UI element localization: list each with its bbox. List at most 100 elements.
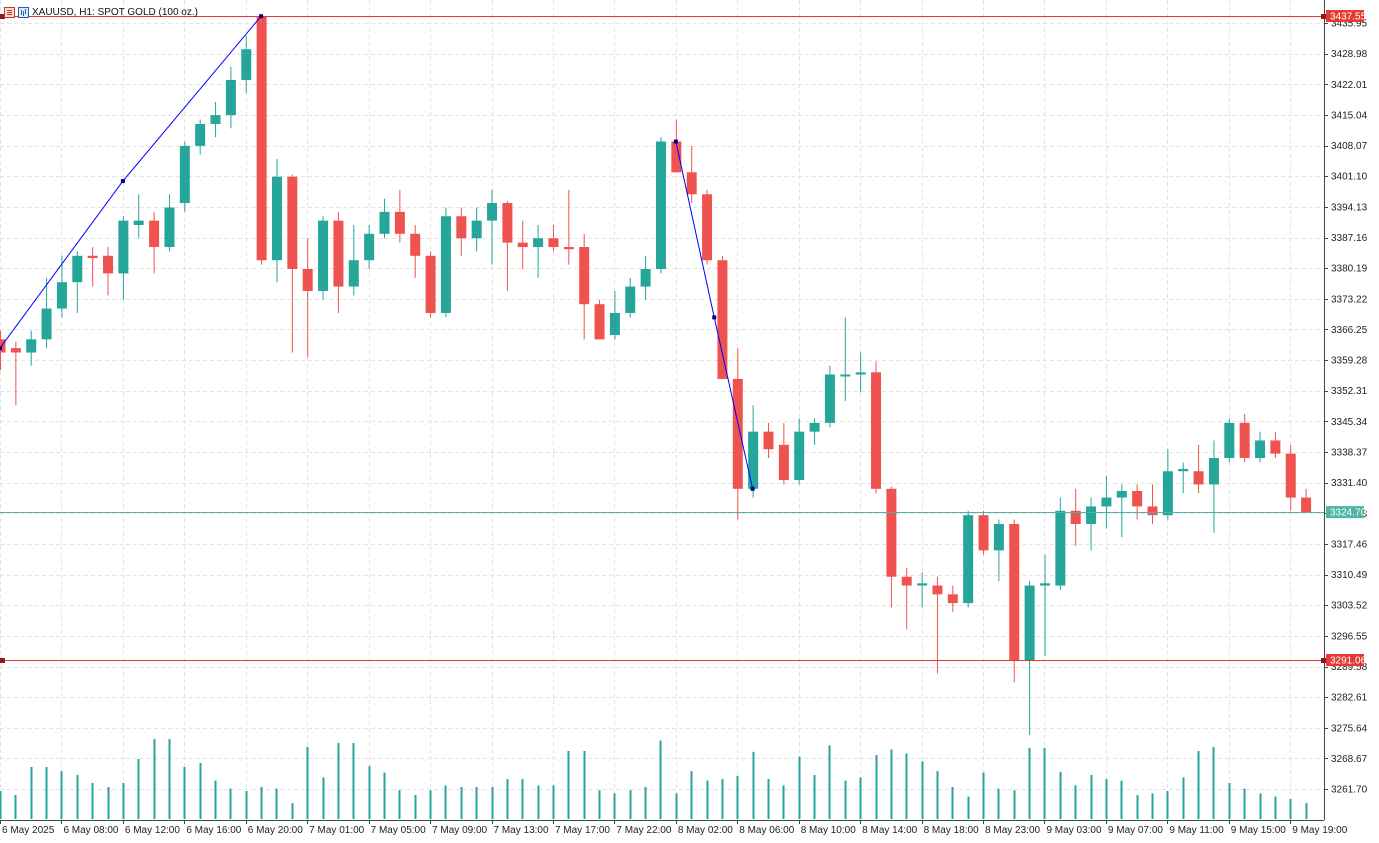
candle-body bbox=[686, 172, 697, 195]
x-tick-label: 7 May 09:00 bbox=[432, 825, 487, 836]
candle-body bbox=[1039, 583, 1050, 586]
candle-body bbox=[640, 269, 651, 287]
bottom-level-label-bg bbox=[1326, 654, 1364, 666]
candle-body bbox=[1086, 506, 1097, 524]
chart-header: XAUUSD, H1: SPOT GOLD (100 oz.) bbox=[4, 5, 198, 19]
candle-body bbox=[1270, 440, 1281, 454]
y-tick-label: 3373.22 bbox=[1331, 294, 1368, 305]
price-axis: 3435.95 3428.98 3422.01 3415.04 3408.07 3401.… bbox=[1324, 19, 1368, 796]
candle-body bbox=[287, 176, 298, 270]
candle-body bbox=[379, 211, 390, 234]
level-anchor-right bbox=[1321, 658, 1326, 663]
x-tick-label: 9 May 03:00 bbox=[1046, 825, 1101, 836]
y-tick-label: 3435.95 bbox=[1331, 19, 1368, 30]
candle-body bbox=[625, 286, 636, 313]
y-tick-label: 3282.61 bbox=[1331, 693, 1368, 704]
y-tick-label: 3401.10 bbox=[1331, 172, 1368, 183]
candle-body bbox=[72, 255, 83, 283]
candle-body bbox=[425, 255, 436, 313]
grid bbox=[0, 0, 1325, 821]
time-axis: 6 May 2025 6 May 08:00 6 May 12:00 6 May 16… bbox=[0, 820, 1348, 836]
candle-body bbox=[1239, 422, 1250, 459]
candle-body bbox=[1101, 497, 1112, 507]
x-tick-label: 6 May 16:00 bbox=[186, 825, 241, 836]
candle-body bbox=[579, 247, 590, 305]
candle-body bbox=[978, 515, 989, 551]
candle-body bbox=[302, 269, 313, 291]
x-tick-label: 8 May 06:00 bbox=[739, 825, 794, 836]
candle-body bbox=[840, 374, 851, 377]
candle-body bbox=[963, 515, 974, 604]
candle-body bbox=[1255, 440, 1266, 459]
candle-body bbox=[26, 339, 37, 353]
candle-body bbox=[179, 145, 190, 204]
candle-body bbox=[717, 260, 728, 379]
trendline-point bbox=[120, 179, 125, 184]
candle-body bbox=[1224, 422, 1235, 459]
trendlines bbox=[0, 14, 755, 491]
top-level-label: 3437.55 bbox=[1330, 12, 1367, 23]
candle-body bbox=[917, 583, 928, 586]
candle-body bbox=[225, 79, 236, 116]
candle-body bbox=[440, 216, 451, 313]
candle-body bbox=[394, 211, 405, 234]
y-tick-label: 3289.58 bbox=[1331, 662, 1368, 673]
y-tick-label: 3345.34 bbox=[1331, 417, 1368, 428]
y-tick-label: 3366.25 bbox=[1331, 325, 1368, 336]
trendline-point bbox=[259, 14, 264, 19]
candle-body bbox=[133, 220, 144, 226]
candle-body bbox=[56, 282, 67, 309]
y-tick-label: 3428.98 bbox=[1331, 49, 1368, 60]
chart-type-icon[interactable] bbox=[18, 6, 29, 18]
candle-body bbox=[487, 203, 498, 221]
candle-body bbox=[732, 378, 743, 489]
candle-body bbox=[118, 220, 129, 274]
candle-body bbox=[210, 115, 221, 124]
candle-body bbox=[471, 220, 482, 239]
x-tick-label: 8 May 10:00 bbox=[801, 825, 856, 836]
candle-body bbox=[1055, 510, 1066, 586]
chart-menu-icon[interactable] bbox=[4, 6, 15, 18]
candle-body bbox=[195, 123, 206, 146]
trendline-point bbox=[673, 139, 678, 144]
y-tick-label: 3303.52 bbox=[1331, 601, 1368, 612]
candle-body bbox=[318, 220, 329, 291]
trendline-point bbox=[0, 346, 2, 351]
y-tick-label: 3380.19 bbox=[1331, 264, 1368, 275]
candle-body bbox=[901, 576, 912, 586]
y-tick-label: 3415.04 bbox=[1331, 110, 1368, 121]
candle-body bbox=[1147, 506, 1158, 516]
trendline-point bbox=[750, 486, 755, 491]
x-tick-label: 9 May 07:00 bbox=[1108, 825, 1163, 836]
top-level-label-bg bbox=[1326, 10, 1364, 22]
candle-body bbox=[1116, 491, 1127, 498]
candle-body bbox=[809, 422, 820, 432]
volume-bars bbox=[0, 739, 1308, 819]
y-tick-label: 3296.55 bbox=[1331, 631, 1368, 642]
horizontal-lines bbox=[0, 14, 1326, 663]
candle-body bbox=[609, 312, 620, 335]
bottom-level-label: 3291.06 bbox=[1330, 656, 1367, 667]
candle-body bbox=[1193, 471, 1204, 485]
y-tick-label: 3387.16 bbox=[1331, 233, 1368, 244]
candle-body bbox=[364, 233, 375, 261]
y-tick-label: 3352.31 bbox=[1331, 386, 1368, 397]
x-tick-label: 8 May 18:00 bbox=[924, 825, 979, 836]
candle-body bbox=[655, 141, 666, 270]
level-anchor-right bbox=[1321, 14, 1326, 19]
candle-body bbox=[563, 247, 574, 250]
candle-body bbox=[517, 242, 528, 248]
candle-body bbox=[855, 372, 866, 375]
level-anchor-left bbox=[0, 14, 5, 19]
x-tick-label: 8 May 02:00 bbox=[678, 825, 733, 836]
candle-body bbox=[778, 444, 789, 481]
candle-body bbox=[548, 238, 559, 248]
candle-body bbox=[533, 238, 544, 248]
x-tick-label: 7 May 17:00 bbox=[555, 825, 610, 836]
trendline bbox=[675, 141, 754, 489]
candle-body bbox=[1132, 491, 1143, 507]
x-tick-label: 7 May 05:00 bbox=[371, 825, 426, 836]
candle-body bbox=[164, 207, 175, 248]
